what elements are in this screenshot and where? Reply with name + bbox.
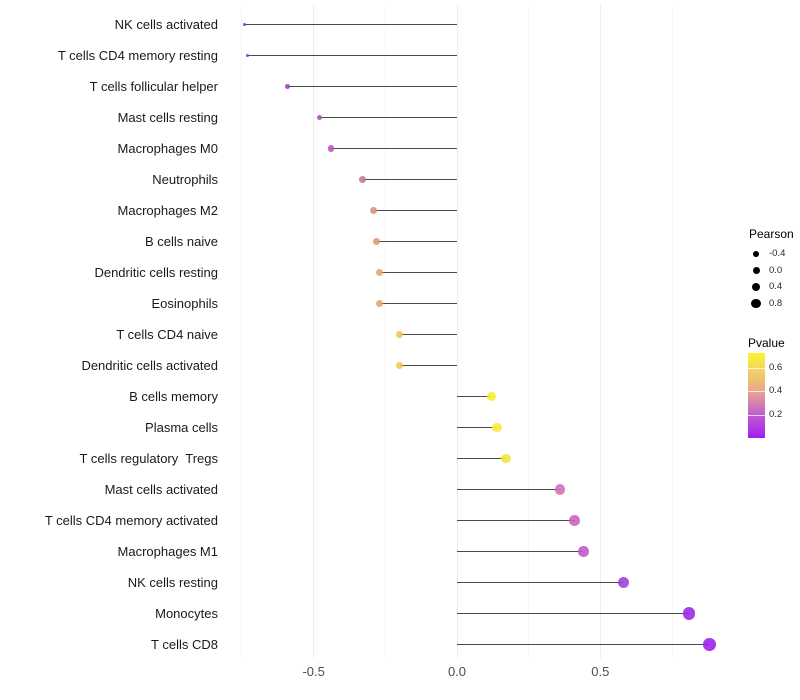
gridline [241, 5, 243, 658]
data-point [569, 515, 580, 526]
data-point [617, 576, 629, 589]
category-label: NK cells resting [127, 574, 218, 590]
stem-line [287, 85, 457, 88]
data-point [703, 638, 716, 651]
data-point [395, 330, 404, 339]
stem-line [362, 178, 457, 181]
stem-line [457, 612, 690, 615]
gridline [671, 5, 673, 658]
stem-line [399, 364, 457, 367]
category-label: Mast cells resting [117, 109, 218, 125]
category-label: T cells CD8 [151, 636, 218, 652]
data-point [500, 453, 511, 464]
gridline [456, 5, 458, 658]
gridline [313, 5, 315, 658]
colorbar-tick [748, 414, 765, 416]
category-label: T cells CD4 naive [116, 326, 218, 342]
legend-size-dot [751, 282, 761, 292]
category-label: Macrophages M2 [117, 202, 218, 218]
legend-size-dot [752, 267, 760, 274]
gridline [599, 5, 601, 658]
category-label: Mast cells activated [104, 481, 218, 497]
stem-line [373, 209, 457, 212]
stem-line [244, 23, 457, 26]
category-label: B cells naive [145, 233, 218, 249]
category-label: Macrophages M1 [117, 543, 218, 559]
stem-line [457, 426, 498, 429]
pvalue-colorbar [748, 353, 765, 438]
category-label: T cells regulatory Tregs [79, 450, 218, 466]
stem-line [457, 457, 506, 460]
data-point [246, 53, 250, 58]
data-point [375, 299, 384, 308]
colorbar-tick-label: 0.6 [769, 361, 783, 373]
gridline [384, 5, 386, 658]
category-label: T cells follicular helper [89, 78, 218, 94]
colorbar-tick-label: 0.4 [769, 385, 783, 397]
x-tick-label: 0.0 [447, 664, 467, 679]
legend-size-label: 0.0 [769, 264, 783, 276]
stem-line [457, 488, 561, 491]
stem-line [457, 519, 575, 522]
data-point [577, 546, 589, 557]
stem-line [379, 271, 457, 274]
data-point [327, 145, 334, 152]
legend-size-label: 0.4 [769, 281, 783, 292]
category-label: Monocytes [155, 605, 218, 621]
stem-line [457, 550, 584, 553]
data-point [492, 422, 502, 433]
data-point [395, 361, 404, 370]
category-label: B cells memory [129, 388, 218, 404]
category-label: Eosinophils [151, 295, 219, 311]
data-point [285, 84, 291, 89]
legend-size-label: 0.8 [769, 297, 783, 309]
category-label: T cells CD4 memory activated [44, 512, 218, 528]
data-point [358, 176, 366, 183]
stem-line [379, 302, 457, 305]
stem-line [457, 581, 624, 584]
colorbar-tick [748, 367, 765, 369]
legend-pearson-title: Pearson [749, 227, 794, 241]
x-tick-label: -0.5 [302, 664, 325, 679]
stem-line [457, 643, 710, 646]
category-label: T cells CD4 memory resting [57, 47, 218, 63]
data-point [373, 237, 381, 246]
stem-line [376, 240, 457, 243]
data-point [316, 114, 323, 121]
category-label: Plasma cells [145, 419, 218, 435]
data-point [243, 23, 247, 26]
colorbar-tick-label: 0.2 [769, 408, 783, 420]
category-label: Dendritic cells resting [94, 264, 218, 280]
stem-line [247, 54, 457, 57]
data-point [370, 206, 378, 215]
stem-line [457, 395, 492, 398]
data-point [486, 391, 497, 402]
category-label: NK cells activated [114, 16, 218, 32]
legend-pvalue-title: Pvalue [748, 336, 785, 350]
stem-line [330, 147, 457, 150]
stem-line [319, 116, 457, 119]
legend-size-label: -0.4 [769, 248, 786, 259]
stem-line [399, 333, 457, 336]
colorbar-tick [748, 391, 765, 393]
data-point [375, 268, 384, 277]
legend-size-dot [753, 251, 759, 257]
category-label: Macrophages M0 [117, 140, 218, 156]
data-point [554, 484, 566, 495]
legend-size-dot [751, 298, 761, 309]
data-point [683, 607, 696, 620]
gridline [528, 5, 530, 658]
x-tick-label: 0.5 [591, 664, 610, 679]
category-label: Dendritic cells activated [81, 357, 218, 373]
category-label: Neutrophils [152, 171, 218, 187]
